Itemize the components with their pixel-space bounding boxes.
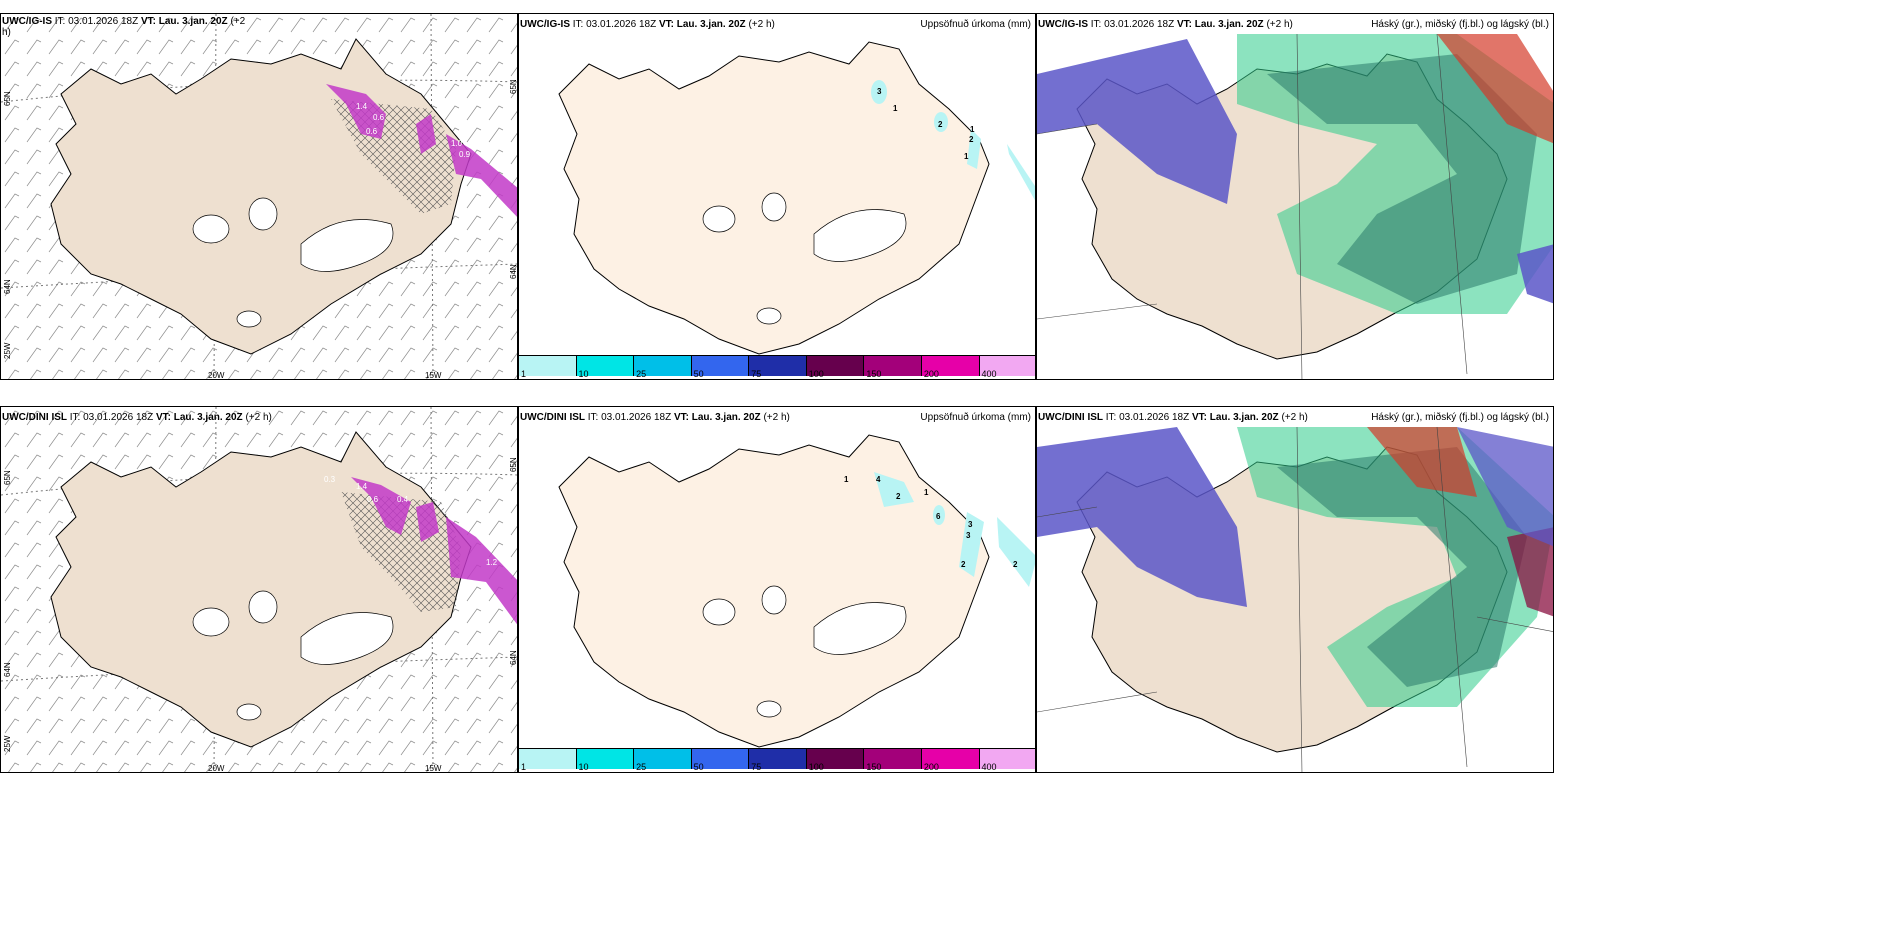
colorbar-tick-label: 10	[578, 762, 589, 772]
colorbar-swatch	[576, 749, 635, 769]
colorbar-tick-label: 10	[578, 369, 589, 379]
precip-colorbar	[519, 748, 1035, 769]
lat-label-64n: 64N	[3, 662, 12, 677]
lon-label-25w: 25W	[3, 342, 12, 359]
colorbar-tick-label: 400	[981, 762, 997, 772]
colorbar-swatch	[979, 749, 1035, 769]
colorbar-tick-label: 25	[636, 369, 647, 379]
wind-value: 1.0	[451, 139, 463, 148]
precip-label: 2	[938, 120, 943, 129]
colorbar-swatch	[576, 356, 635, 376]
panel-top-mid-precip: UWC/IG-IS IT: 03.01.2026 18Z VT: Lau. 3.…	[518, 13, 1036, 380]
panel-bot-right-clouds: UWC/DINI ISL IT: 03.01.2026 18Z VT: Lau.…	[1036, 406, 1554, 773]
colorbar-tick-label: 1	[521, 369, 527, 379]
panel-title: UWC/IG-IS IT: 03.01.2026 18Z VT: Lau. 3.…	[520, 19, 775, 30]
precip-label: 2	[1013, 560, 1018, 569]
colorbar-swatch	[519, 356, 577, 376]
colorbar-swatch	[749, 749, 807, 769]
precip-label: 3	[968, 520, 973, 529]
colorbar-tick-label: 200	[923, 762, 939, 772]
lat-label-64n-right: 64N	[509, 650, 518, 665]
colorbar-swatch	[806, 356, 865, 376]
precip-label: 1	[844, 475, 849, 484]
wind-value: 1.4	[356, 482, 368, 491]
lat-label-64n: 64N	[3, 279, 12, 294]
colorbar-swatch	[864, 749, 922, 769]
panel-bot-mid-precip: UWC/DINI ISL IT: 03.01.2026 18Z VT: Lau.…	[518, 406, 1036, 773]
panel-field-label: Háský (gr.), miðský (fj.bl.) og lágský (…	[1371, 412, 1549, 423]
colorbar-tick-label: 400	[981, 369, 997, 379]
panel-field-label: Uppsöfnuð úrkoma (mm)	[920, 412, 1031, 423]
panel-bot-left-wind: UWC/DINI ISL IT: 03.01.2026 18Z VT: Lau.…	[0, 406, 518, 773]
colorbar-tick-label: 25	[636, 762, 647, 772]
precip-label: 6	[936, 512, 941, 521]
panel-title: UWC/IG-IS IT: 03.01.2026 18Z VT: Lau. 3.…	[1038, 19, 1293, 30]
wind-value: 0.6	[373, 113, 385, 122]
lat-label-65n: 65N	[3, 91, 12, 106]
panel-title: UWC/DINI ISL IT: 03.01.2026 18Z VT: Lau.…	[2, 412, 272, 423]
lon-label-25w: 25W	[3, 735, 12, 752]
precip-map: 1 4 2 1 6 3 3 2 2	[558, 434, 1035, 748]
colorbar-swatch	[749, 356, 807, 376]
colorbar-tick-label: 75	[751, 762, 762, 772]
colorbar-swatch	[921, 749, 980, 769]
lon-label-15w: 15W	[425, 764, 442, 773]
lon-label-20w: 20W	[208, 371, 225, 380]
precip-label: 1	[924, 488, 929, 497]
wind-value: 0.3	[324, 475, 336, 484]
colorbar-tick-label: 150	[866, 369, 882, 379]
colorbar-tick-label: 50	[693, 762, 704, 772]
precip-label: 3	[877, 87, 882, 96]
colorbar-swatch	[979, 356, 1035, 376]
colorbar-swatch	[519, 749, 577, 769]
wind-map: 1.4 0.6 0.6 1.0 0.9	[1, 14, 517, 379]
colorbar-swatch	[691, 356, 750, 376]
precip-label: 2	[961, 560, 966, 569]
colorbar-swatch	[634, 749, 692, 769]
colorbar-swatch	[691, 749, 750, 769]
colorbar-tick-label: 200	[923, 369, 939, 379]
wind-value: 1.2	[486, 558, 498, 567]
lat-label-65n-right: 65N	[509, 457, 518, 472]
panel-field-label: Háský (gr.), miðský (fj.bl.) og lágský (…	[1371, 19, 1549, 30]
colorbar-tick-label: 100	[808, 369, 824, 379]
colorbar-tick-label: 100	[808, 762, 824, 772]
lon-label-20w: 20W	[208, 764, 225, 773]
wind-map: 1.4 0.6 0.4 0.3 1.2	[1, 407, 517, 772]
precip-label: 1	[964, 152, 969, 161]
precip-label: 1	[970, 125, 975, 134]
wind-value: 0.6	[367, 495, 379, 504]
wind-value: 0.9	[459, 150, 471, 159]
precip-label: 4	[876, 475, 881, 484]
colorbar-swatch	[921, 356, 980, 376]
precip-label: 1	[893, 104, 898, 113]
panel-field-label: Uppsöfnuð úrkoma (mm)	[920, 19, 1031, 30]
precip-map: 3 1 2 1 2 1	[558, 41, 1035, 355]
colorbar-tick-label: 75	[751, 369, 762, 379]
precip-label: 2	[969, 135, 974, 144]
precip-colorbar	[519, 355, 1035, 376]
panel-top-left-wind: UWC/IG-IS IT: 03.01.2026 18Z VT: Lau. 3.…	[0, 13, 518, 380]
precip-label: 3	[966, 531, 971, 540]
colorbar-tick-label: 1	[521, 762, 527, 772]
wind-value: 1.4	[356, 102, 368, 111]
panel-title: UWC/DINI ISL IT: 03.01.2026 18Z VT: Lau.…	[520, 412, 790, 423]
panel-title: UWC/IG-IS IT: 03.01.2026 18Z VT: Lau. 3.…	[2, 16, 246, 38]
colorbar-tick-label: 150	[866, 762, 882, 772]
lat-label-64n-right: 64N	[509, 264, 518, 279]
colorbar-tick-label: 50	[693, 369, 704, 379]
precip-label: 2	[896, 492, 901, 501]
panel-title: UWC/DINI ISL IT: 03.01.2026 18Z VT: Lau.…	[1038, 412, 1308, 423]
lon-label-15w: 15W	[425, 371, 442, 380]
lat-label-65n: 65N	[3, 470, 12, 485]
colorbar-swatch	[864, 356, 922, 376]
cloud-map	[1037, 426, 1553, 772]
panel-top-right-clouds: UWC/IG-IS IT: 03.01.2026 18Z VT: Lau. 3.…	[1036, 13, 1554, 380]
wind-value: 0.6	[366, 127, 378, 136]
colorbar-swatch	[806, 749, 865, 769]
lat-label-65n-right: 65N	[509, 79, 518, 94]
cloud-map	[1037, 33, 1553, 379]
wind-value: 0.4	[397, 495, 409, 504]
colorbar-swatch	[634, 356, 692, 376]
